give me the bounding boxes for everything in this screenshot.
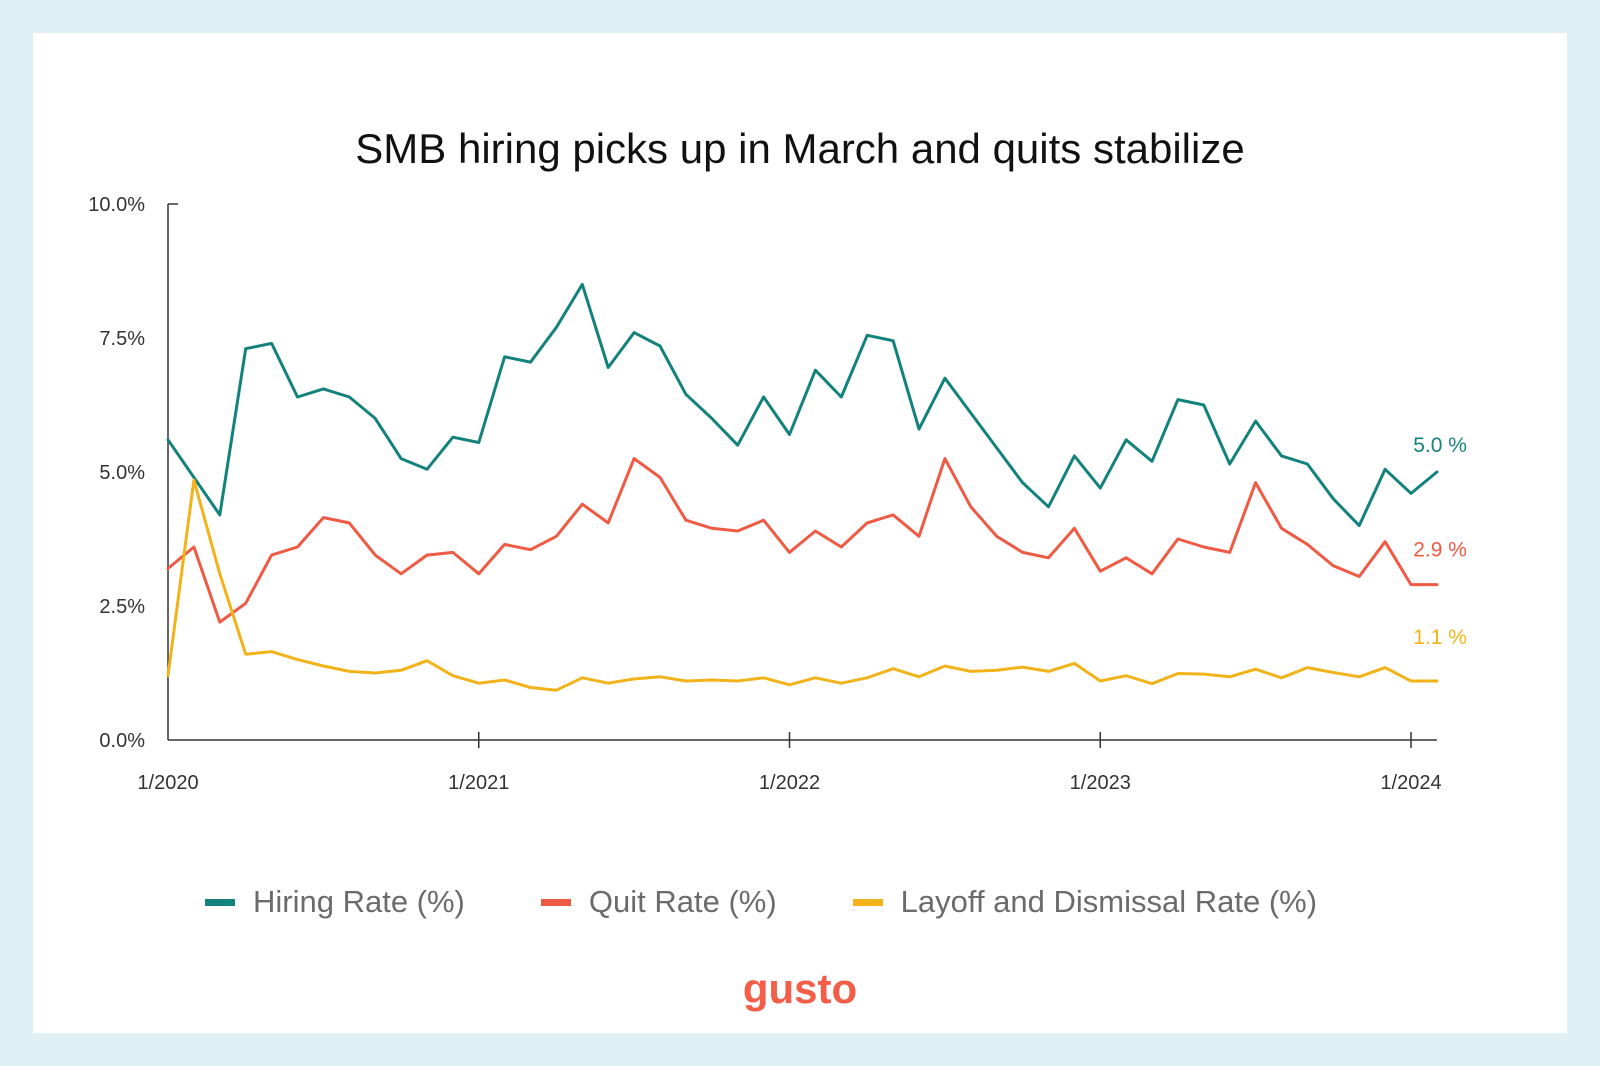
hiring-rate-end-label: 5.0 % — [1413, 434, 1467, 457]
legend-item-hiring[interactable]: Hiring Rate (%) — [205, 884, 465, 920]
layoff-rate-line — [166, 478, 1439, 692]
y-tick-label: 10.0% — [88, 194, 145, 216]
legend-item-layoff[interactable]: Layoff and Dismissal Rate (%) — [852, 884, 1318, 920]
y-tick-label: 7.5% — [99, 328, 145, 350]
y-tick-label: 5.0% — [99, 462, 145, 484]
legend-label-layoff: Layoff and Dismissal Rate (%) — [900, 884, 1318, 919]
y-tick-label: 2.5% — [99, 596, 145, 618]
x-tick-label: 1/2024 — [1380, 772, 1441, 794]
line-chart: 0.0% 2.5% 5.0% 7.5% 10.0% 1/2020 1/2021 1/2022 1… — [88, 194, 1467, 794]
legend-swatch-quit — [540, 898, 571, 906]
layoff-rate-end-label: 1.1 % — [1413, 626, 1467, 649]
legend-swatch-hiring — [205, 898, 235, 906]
hiring-rate-line — [166, 282, 1439, 528]
chart-card: SMB hiring picks up in March and quits s… — [33, 33, 1567, 1033]
x-tick-label: 1/2022 — [759, 772, 820, 794]
legend-label-hiring: Hiring Rate (%) — [253, 884, 465, 919]
quit-rate-end-label: 2.9 % — [1413, 539, 1467, 562]
legend: Hiring Rate (%) Quit Rate (%) Layoff and… — [205, 884, 1317, 920]
x-tick-label: 1/2021 — [448, 772, 509, 794]
gusto-logo: gusto — [742, 965, 858, 1012]
legend-item-quit[interactable]: Quit Rate (%) — [540, 884, 777, 920]
chart-title: SMB hiring picks up in March and quits s… — [355, 125, 1245, 172]
legend-label-quit: Quit Rate (%) — [588, 884, 777, 919]
x-tick-label: 1/2023 — [1070, 772, 1131, 794]
y-tick-label: 0.0% — [99, 730, 145, 752]
x-tick-label: 1/2020 — [137, 772, 198, 794]
legend-swatch-layoff — [852, 898, 883, 906]
quit-rate-line — [166, 457, 1439, 624]
